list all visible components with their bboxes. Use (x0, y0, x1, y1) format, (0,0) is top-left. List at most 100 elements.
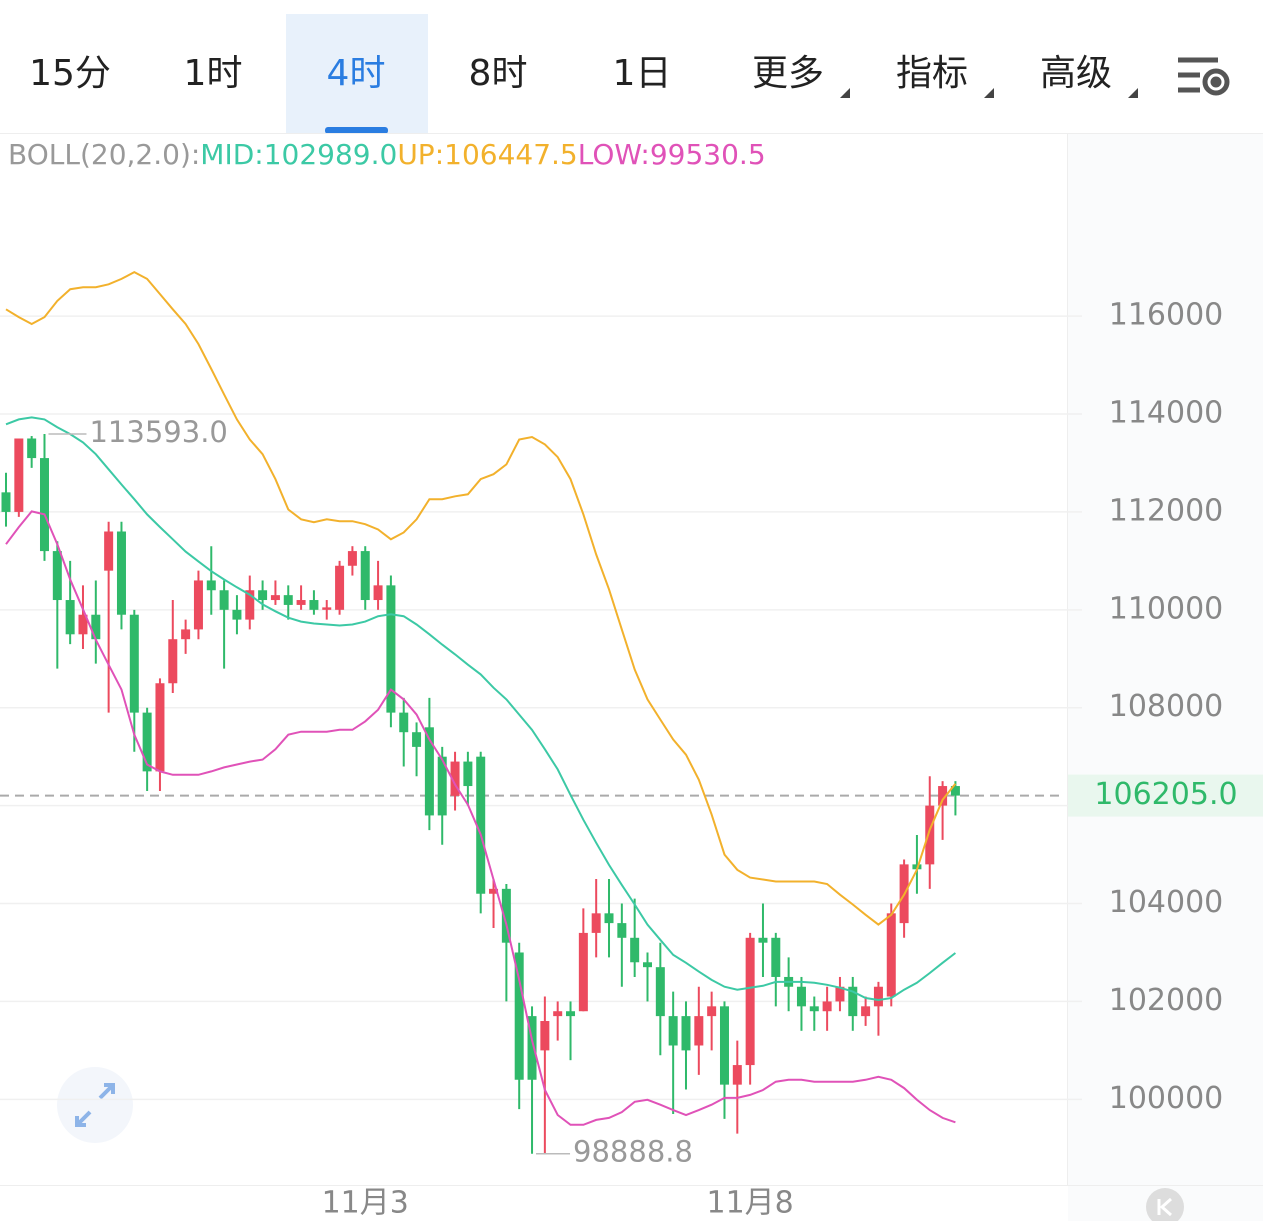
candle-body (886, 913, 896, 997)
candle-body (245, 590, 255, 620)
candle-body (938, 786, 948, 806)
candle-body (578, 932, 588, 1012)
y-tick-label: 112000 (1109, 493, 1224, 528)
scroll-latest-button[interactable] (1146, 1188, 1184, 1221)
candle-body (553, 1011, 563, 1017)
tab[interactable]: 4时 (327, 53, 386, 94)
candle-body (643, 962, 652, 968)
active-tab-indicator (325, 127, 388, 134)
candle-body (386, 585, 396, 713)
last-price-label: 106205.0 (1094, 777, 1237, 812)
tab[interactable]: 1日 (613, 53, 672, 94)
candle-body (758, 937, 768, 943)
x-tick-label: 11月8 (707, 1186, 794, 1221)
tab[interactable]: 高级 (1040, 53, 1112, 94)
boll-line (5, 510, 956, 1126)
candle-body (809, 1006, 819, 1012)
candle-body (514, 952, 524, 1080)
y-tick-label: 104000 (1109, 885, 1224, 920)
candle-body (591, 913, 601, 933)
candle-body (206, 580, 216, 591)
candle-body (412, 732, 422, 747)
candle-body (861, 1006, 871, 1017)
candle-body (1, 492, 11, 512)
candle-body (476, 756, 486, 894)
legend-item: UP:106447.5 (397, 138, 577, 171)
candle-body (14, 438, 24, 512)
candle-body (450, 761, 460, 796)
candle-body (219, 590, 229, 610)
candle-body (91, 614, 101, 640)
candle-body (399, 712, 409, 733)
last-price-tag (1068, 774, 1263, 817)
candle-body (527, 1016, 537, 1080)
candle-body (822, 1001, 832, 1012)
min-label: 98888.8 (573, 1135, 693, 1169)
y-tick-label: 114000 (1109, 396, 1224, 431)
settings-icon[interactable] (1178, 57, 1230, 96)
candle-body (39, 458, 49, 552)
candle-body (65, 600, 75, 635)
candle-body (283, 595, 293, 605)
tab[interactable]: 8时 (469, 53, 528, 94)
legend-item: BOLL(20,2.0): (8, 138, 200, 171)
candle-body (707, 1006, 717, 1017)
candle-body (335, 565, 345, 610)
candle-body (373, 585, 383, 601)
y-tick-label: 102000 (1109, 983, 1224, 1018)
tab[interactable]: 15分 (29, 53, 111, 94)
candle-body (604, 913, 614, 924)
indicator-legend: BOLL(20,2.0):MID:102989.0UP:106447.5LOW:… (8, 138, 766, 171)
candle-body (437, 756, 447, 816)
active-tab-bg (286, 14, 428, 133)
boll-line (5, 270, 957, 926)
candle-body (873, 986, 883, 1007)
candle-body (322, 607, 332, 610)
y-tick-label: 110000 (1109, 591, 1224, 626)
y-tick-label: 108000 (1109, 689, 1224, 724)
candle-body (489, 888, 499, 894)
candle-body (655, 967, 665, 1017)
candle-body (360, 551, 370, 601)
candle-body (925, 805, 935, 865)
candle-body (270, 595, 280, 601)
legend-item: MID:102989.0 (200, 138, 397, 171)
candle-body (129, 614, 139, 713)
candle-body (52, 551, 62, 601)
tab[interactable]: 指标 (896, 53, 968, 94)
tab[interactable]: 更多 (752, 53, 824, 94)
candle-body (424, 727, 434, 816)
candle-body (771, 937, 781, 977)
candle-body (796, 986, 806, 1007)
candle-body (501, 888, 511, 943)
candle-body (296, 600, 306, 605)
boll-line (5, 416, 957, 1002)
candle-body (193, 580, 203, 630)
expand-button[interactable] (57, 1067, 133, 1143)
candle-body (848, 986, 858, 1017)
legend-item: LOW:99530.5 (578, 138, 766, 171)
dropdown-arrows (840, 88, 1138, 98)
candle-body (116, 531, 126, 615)
candle-body (232, 609, 242, 620)
candle-body (950, 786, 960, 796)
candle-body (835, 986, 845, 1002)
candle-body (27, 438, 37, 459)
axis-panel (1068, 134, 1263, 1221)
candle-body (668, 1016, 678, 1046)
candle-body (78, 614, 88, 635)
tab[interactable]: 1时 (184, 53, 243, 94)
candle-body (745, 937, 755, 1066)
x-tick-label: 11月3 (322, 1186, 409, 1221)
candle-body (309, 600, 319, 610)
candle-body (540, 1021, 550, 1051)
candle-body (142, 712, 152, 772)
y-tick-label: 116000 (1109, 298, 1224, 333)
candle-body (732, 1065, 742, 1085)
candle-body (258, 590, 268, 601)
y-tick-label: 100000 (1109, 1081, 1224, 1116)
candle-body (104, 531, 114, 571)
candle-body (155, 683, 165, 772)
